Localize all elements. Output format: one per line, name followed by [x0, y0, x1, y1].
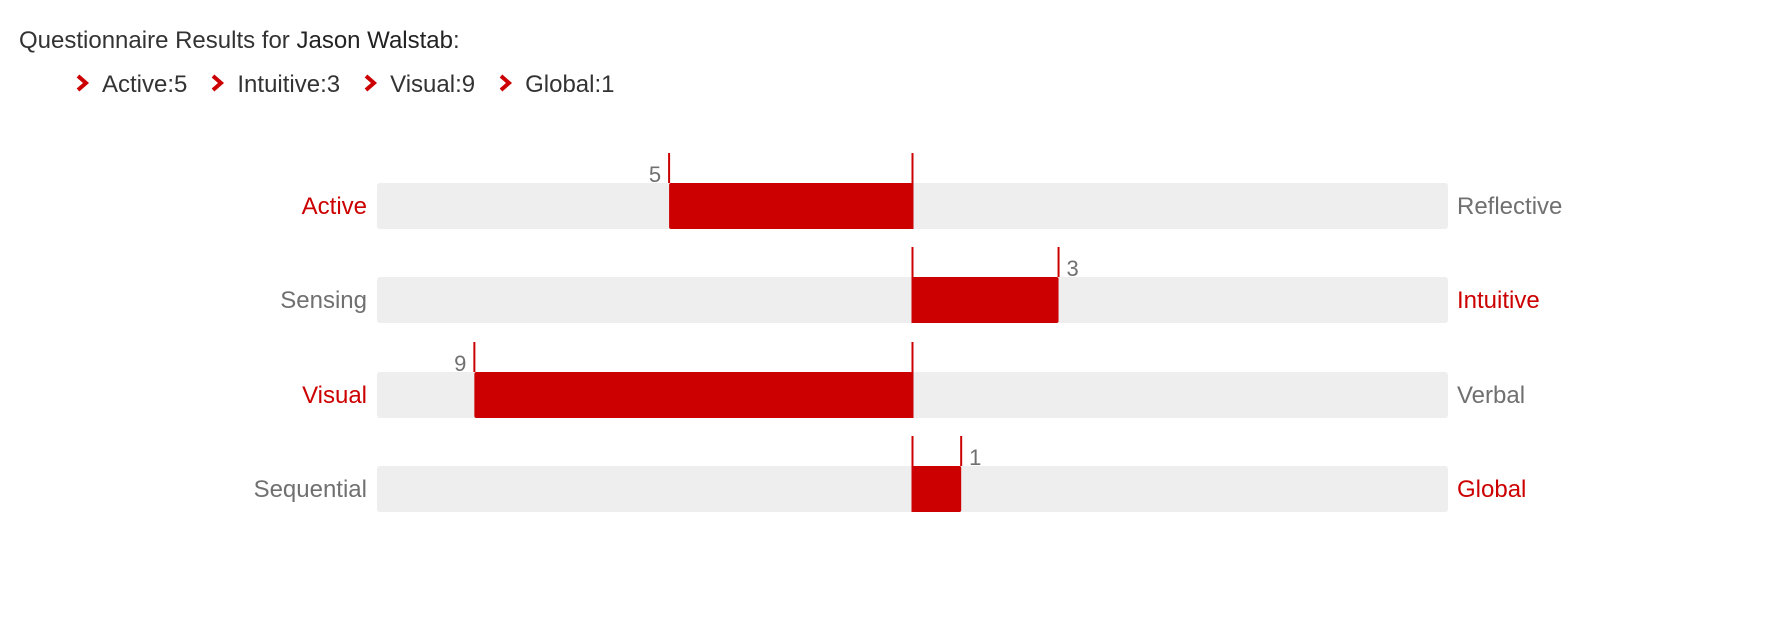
summary-label: Intuitive — [237, 71, 321, 98]
summary-item-active: Active: 5 — [74, 70, 187, 100]
value-label: 3 — [1067, 256, 1079, 281]
summary-label: Active — [102, 71, 168, 98]
scale-left-label: Sequential — [254, 476, 367, 503]
chevron-right-icon — [209, 72, 227, 94]
chevron-right-icon — [362, 72, 380, 94]
scale-left-label: Visual — [302, 382, 367, 409]
summary-separator: : — [594, 71, 602, 98]
summary-item-global: Global: 1 — [497, 70, 615, 100]
title-prefix: Questionnaire Results for — [19, 27, 297, 54]
summary-value: 9 — [461, 71, 476, 98]
value-label: 1 — [969, 445, 981, 470]
results-summary: Active: 5 Intuitive: 3 Visual: 9 Global:… — [74, 70, 637, 100]
page-title: Questionnaire Results for Jason Walstab: — [19, 26, 460, 56]
chevron-right-icon — [497, 72, 515, 94]
summary-item-visual: Visual: 9 — [362, 70, 475, 100]
chevron-right-icon — [74, 72, 92, 94]
scale-left-label: Sensing — [280, 287, 367, 314]
scale-bar-visual-verbal — [474, 372, 913, 418]
summary-value: 3 — [326, 71, 341, 98]
value-label: 9 — [454, 351, 466, 376]
scale-bar-active-reflective — [669, 183, 913, 229]
student-name: Jason Walstab — [296, 27, 453, 54]
scale-bar-sequential-global — [912, 466, 962, 512]
summary-separator: : — [455, 71, 462, 98]
value-label: 5 — [649, 162, 661, 187]
scale-right-label: Verbal — [1457, 382, 1525, 409]
summary-label: Global — [525, 71, 595, 98]
scale-bar-sensing-intuitive — [912, 277, 1059, 323]
scale-right-label: Global — [1457, 476, 1526, 503]
summary-item-intuitive: Intuitive: 3 — [209, 70, 340, 100]
summary-value: 1 — [601, 71, 615, 98]
summary-label: Visual — [390, 71, 456, 98]
scale-right-label: Reflective — [1457, 193, 1562, 220]
scale-left-label: Active — [302, 193, 367, 220]
title-suffix: : — [452, 27, 460, 54]
scale-right-label: Intuitive — [1457, 287, 1540, 314]
summary-separator: : — [320, 71, 327, 98]
summary-value: 5 — [174, 71, 188, 98]
summary-separator: : — [167, 71, 175, 98]
